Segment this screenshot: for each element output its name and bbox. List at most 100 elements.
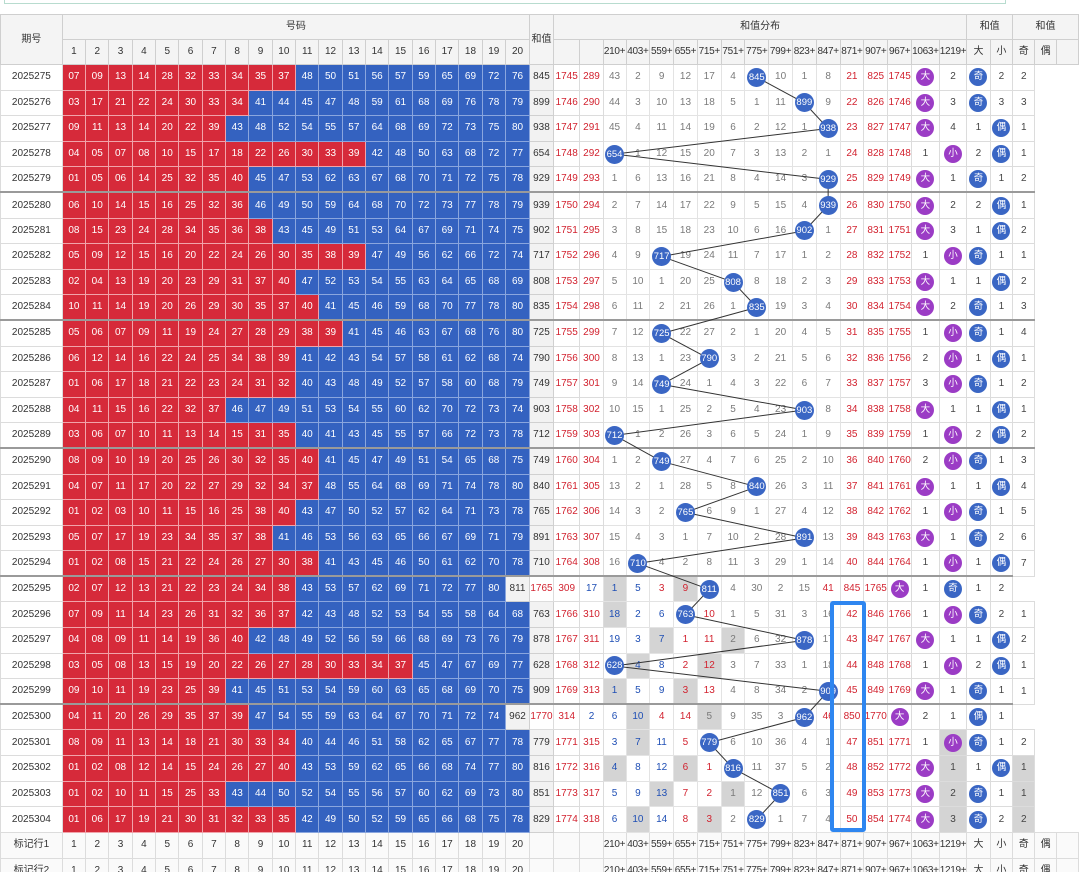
oddeven-ball: 奇	[969, 528, 988, 547]
dist-cell: 10	[720, 524, 746, 552]
oddeven-cell: 奇	[966, 371, 991, 398]
dist-cell: 2	[625, 601, 651, 629]
dist-cell: 21	[768, 345, 793, 373]
dist-cell: 2	[744, 524, 770, 552]
dist-value: 36	[775, 736, 787, 748]
sum-ball: 829	[747, 810, 767, 830]
oddeven-cell: 奇	[966, 319, 991, 347]
dist-value: 2	[825, 762, 831, 774]
blue-number: 48	[271, 627, 297, 654]
dist-cell: 1	[791, 652, 817, 680]
footer-num: 10	[271, 857, 297, 872]
dist-col-header: 823+	[791, 39, 817, 65]
blue-number: 67	[388, 703, 413, 731]
blue-number: 78	[504, 806, 531, 833]
dist-value: 2	[801, 148, 808, 160]
post-count: 1764	[887, 550, 913, 577]
footer-dist: 967+	[887, 857, 913, 872]
blue-number: 54	[434, 447, 460, 475]
oddeven-ball: 奇	[969, 503, 988, 522]
red-count-1: 1767	[552, 627, 581, 654]
dist-cell: 14	[768, 166, 793, 193]
dist-value: 7	[611, 327, 618, 339]
red-number: 20	[155, 473, 180, 501]
blue-number: 44	[271, 89, 297, 117]
dist-value: 44	[608, 96, 621, 108]
bigsmall-cell: 小	[938, 345, 968, 373]
red-number: 39	[341, 243, 367, 270]
blue-number: 78	[481, 89, 506, 117]
blue-number: 57	[411, 422, 437, 449]
oddeven-cell: 偶	[989, 268, 1014, 296]
blue-number: 72	[411, 191, 437, 219]
period-id: 2025286	[0, 345, 63, 373]
dist-cell: 25	[768, 447, 793, 475]
dist-value: 2	[754, 531, 760, 543]
blue-number: 64	[341, 191, 367, 219]
dist-value: 5	[754, 199, 760, 211]
red-number: 21	[155, 806, 180, 833]
oddeven-cell: 3	[989, 89, 1014, 117]
red-number: 31	[248, 371, 273, 398]
footer-extra	[1055, 857, 1079, 872]
blue-number: 68	[388, 473, 413, 501]
dist-cell: 1	[744, 89, 770, 117]
dist-cell: 5	[791, 755, 817, 782]
dist-value: 19	[679, 250, 692, 262]
dist-cell: 4	[602, 243, 627, 270]
oddeven-cell: 1	[966, 550, 991, 577]
dist-value: 2	[801, 276, 808, 288]
post-count: 832	[863, 243, 889, 270]
blue-number: 62	[458, 550, 483, 577]
blue-number: 69	[458, 524, 483, 552]
oddeven-cell: 奇	[966, 64, 991, 91]
num-col-header: 12	[318, 39, 343, 65]
red-number: 27	[248, 550, 273, 577]
oddeven-cell: 偶	[989, 217, 1014, 245]
table-row: 2025303 01 02 10 11 15 25 33 43 44 50 52 54 55 56 57 60 6…	[0, 780, 1079, 808]
footer-dist: 751+	[720, 857, 746, 872]
oddeven-cell: 1	[966, 755, 991, 782]
blue-number: 80	[504, 115, 531, 142]
dist-cell: 1	[791, 422, 817, 449]
oddeven-cell: 1	[966, 473, 991, 501]
footer-num: 16	[411, 857, 437, 872]
dist-cell: 4	[625, 115, 651, 142]
oddeven-miss: 3	[1020, 455, 1027, 467]
footer-dist: 715+	[696, 831, 722, 859]
dist-value: 9	[730, 199, 736, 211]
blue-number: 72	[458, 166, 483, 193]
blue-number: 68	[458, 140, 483, 168]
bigsmall-ball: 大	[916, 298, 935, 317]
red-number: 09	[85, 447, 110, 475]
footer-num: 19	[481, 831, 506, 859]
dist-value: 17	[679, 199, 692, 211]
bigsmall-ball: 大	[890, 580, 909, 599]
oddeven-ball: 偶	[992, 221, 1011, 240]
red-number: 15	[131, 191, 157, 219]
red-number: 31	[248, 422, 273, 449]
dist-value: 11	[656, 122, 667, 134]
blue-number: 66	[458, 243, 483, 270]
oddeven-ball: 偶	[992, 477, 1011, 496]
sum-value: 654	[529, 140, 554, 168]
red-number: 37	[295, 473, 320, 501]
dist-value: 1	[730, 787, 736, 799]
dist-cell: 43	[602, 64, 627, 91]
red-number: 26	[225, 755, 250, 782]
dist-value: 13	[703, 685, 715, 697]
red-count-2: 304	[579, 447, 604, 475]
dist-value: 1	[635, 429, 641, 441]
blue-number: 40	[295, 371, 320, 398]
red-count-1: 1760	[552, 447, 581, 475]
blue-number: 79	[504, 524, 531, 552]
red-number: 33	[318, 140, 343, 168]
oddeven-ball: 偶	[992, 119, 1011, 138]
dist-cell: 13	[768, 140, 793, 168]
dist-value: 9	[825, 429, 831, 441]
blue-number: 47	[318, 89, 343, 117]
dist-value: 1	[658, 480, 665, 492]
red-number: 14	[108, 345, 133, 373]
red-number: 13	[131, 729, 157, 757]
blue-number: 73	[434, 191, 460, 219]
